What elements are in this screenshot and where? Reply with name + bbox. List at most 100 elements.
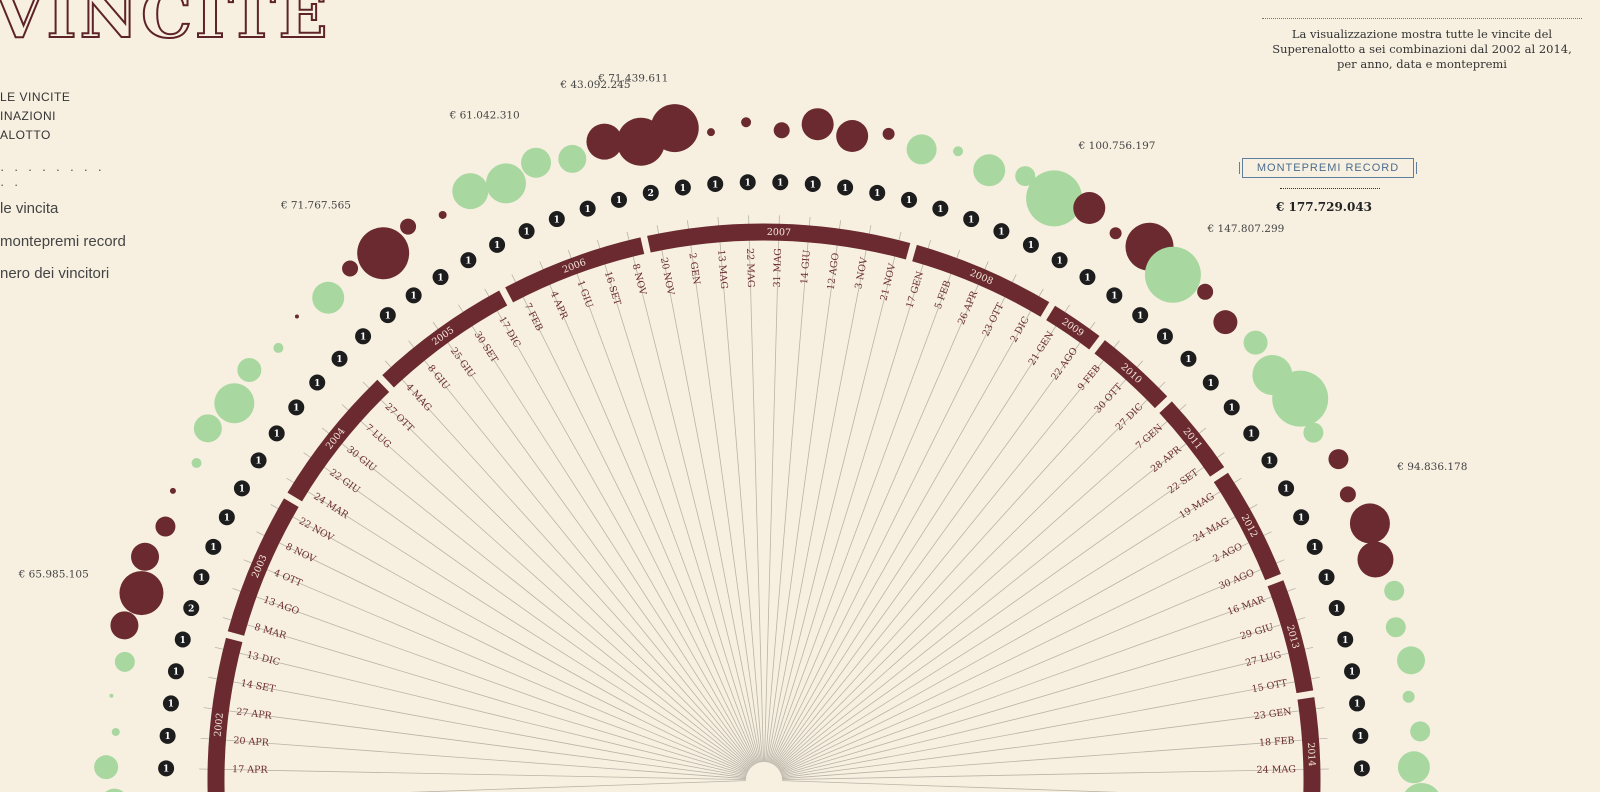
date-label: 27 APR [236,706,273,722]
date-label: 28 APR [1149,444,1184,475]
winner-count-dot [1344,663,1361,680]
winner-count-label: 1 [1359,765,1365,775]
winner-count-dot [804,175,821,192]
spoke-line [768,240,932,763]
winner-count-dot [869,184,886,201]
prize-annotation: € 94.836.178 [1396,461,1467,473]
date-label: 30 GIU [344,444,378,474]
winner-count-dot [218,509,235,526]
prize-circle [452,173,489,210]
winner-count-dot [205,538,222,555]
date-label: 16 MAR [1226,594,1267,618]
winner-count-dot [1318,569,1335,586]
prize-circle [706,128,715,137]
prize-circle [485,163,526,204]
prize-circle [214,383,255,424]
year-arc [1213,472,1281,581]
date-label: 13 DIC [246,650,281,669]
winner-count-label: 1 [224,514,230,524]
prize-circle [1109,227,1122,240]
page-title: VINCITE [0,0,331,54]
date-label: 2 DIC [1009,315,1032,345]
spoke-line [781,768,1329,781]
winner-count-dot [405,287,422,304]
prize-circle [131,542,160,571]
winner-count-label: 1 [255,457,261,467]
date-label: 4 MAG [403,382,433,414]
spoke-line [362,381,752,768]
winner-count-label: 1 [1185,355,1191,365]
spoke-line [778,452,1225,770]
winner-count-label: 1 [777,179,783,189]
legend-item-record: montepremi record [0,233,126,250]
winner-count-label: 1 [180,636,186,646]
winner-count-label: 1 [1162,333,1168,343]
winner-count-dot [309,374,326,391]
winner-count-label: 1 [1323,573,1329,583]
spokes-group [199,215,1329,792]
date-label: 8 GIU [425,363,451,392]
winner-count-dot [772,174,789,191]
prize-circle [953,146,964,157]
date-label: 15 OTT [1251,678,1289,695]
winner-count-label: 1 [1312,543,1318,553]
winner-count-dot [1278,480,1295,497]
spoke-line [781,737,1328,780]
legend-heading-line-1: LE VINCITE [0,90,71,104]
winner-count-dot [193,569,210,586]
prize-circle [1385,617,1406,638]
winner-count-dot [1337,631,1354,648]
date-label: 13 MAG [715,249,729,289]
spoke-line [596,240,760,763]
description-rule [1262,18,1582,19]
legend-heading-line-2: INAZIONI [0,109,57,123]
prize-circle [273,342,284,353]
winner-count-label: 1 [998,227,1004,237]
winner-count-dot [432,269,449,286]
year-arc [207,637,243,792]
winner-count-dot [158,760,175,777]
date-label: 2 AGO [1211,541,1244,565]
winner-count-dot [579,200,596,217]
winner-count-label: 1 [1298,514,1304,524]
record-label: MONTEPREMI RECORD [1239,158,1417,178]
date-label: 7 GEN [1134,422,1165,451]
spoke-line [779,531,1272,773]
winner-count-dot [1261,452,1278,469]
winner-count-label: 1 [314,379,320,389]
spoke-line [208,676,747,778]
prize-circle [741,117,752,128]
prize-circle [109,693,114,698]
date-label: 8 NOV [630,263,648,297]
winner-count-dot [1349,695,1366,712]
prize-circle [521,147,552,178]
winner-count-label: 1 [1028,241,1034,251]
winner-count-label: 1 [1111,292,1117,302]
winner-count-label: 1 [494,241,500,251]
spoke-line [717,216,763,763]
winner-count-label: 1 [745,179,751,189]
prize-circle [1243,330,1268,355]
year-arc [505,237,645,303]
spoke-line [567,249,759,764]
prize-circle [342,260,359,277]
winner-count-label: 1 [1084,273,1090,283]
spoke-line [776,381,1166,768]
legend-item-winners: nero dei vincitori [0,265,110,282]
prize-circle [973,154,1006,187]
winner-count-label: 1 [810,180,816,190]
winner-count-dot [548,211,565,228]
spoke-line [408,780,747,792]
winner-count-dot [1352,727,1369,744]
year-arc [1297,697,1321,792]
winner-count-label: 1 [1248,430,1254,440]
winner-count-dot [993,223,1010,240]
date-label: 30 SET [472,330,500,366]
winner-count-dot [1202,374,1219,391]
winner-count-dot [901,191,918,208]
date-label: 4 APR [548,290,570,322]
prize-circle [400,218,417,235]
date-label: 27 LUG [1244,650,1282,669]
winner-count-dot [159,727,176,744]
